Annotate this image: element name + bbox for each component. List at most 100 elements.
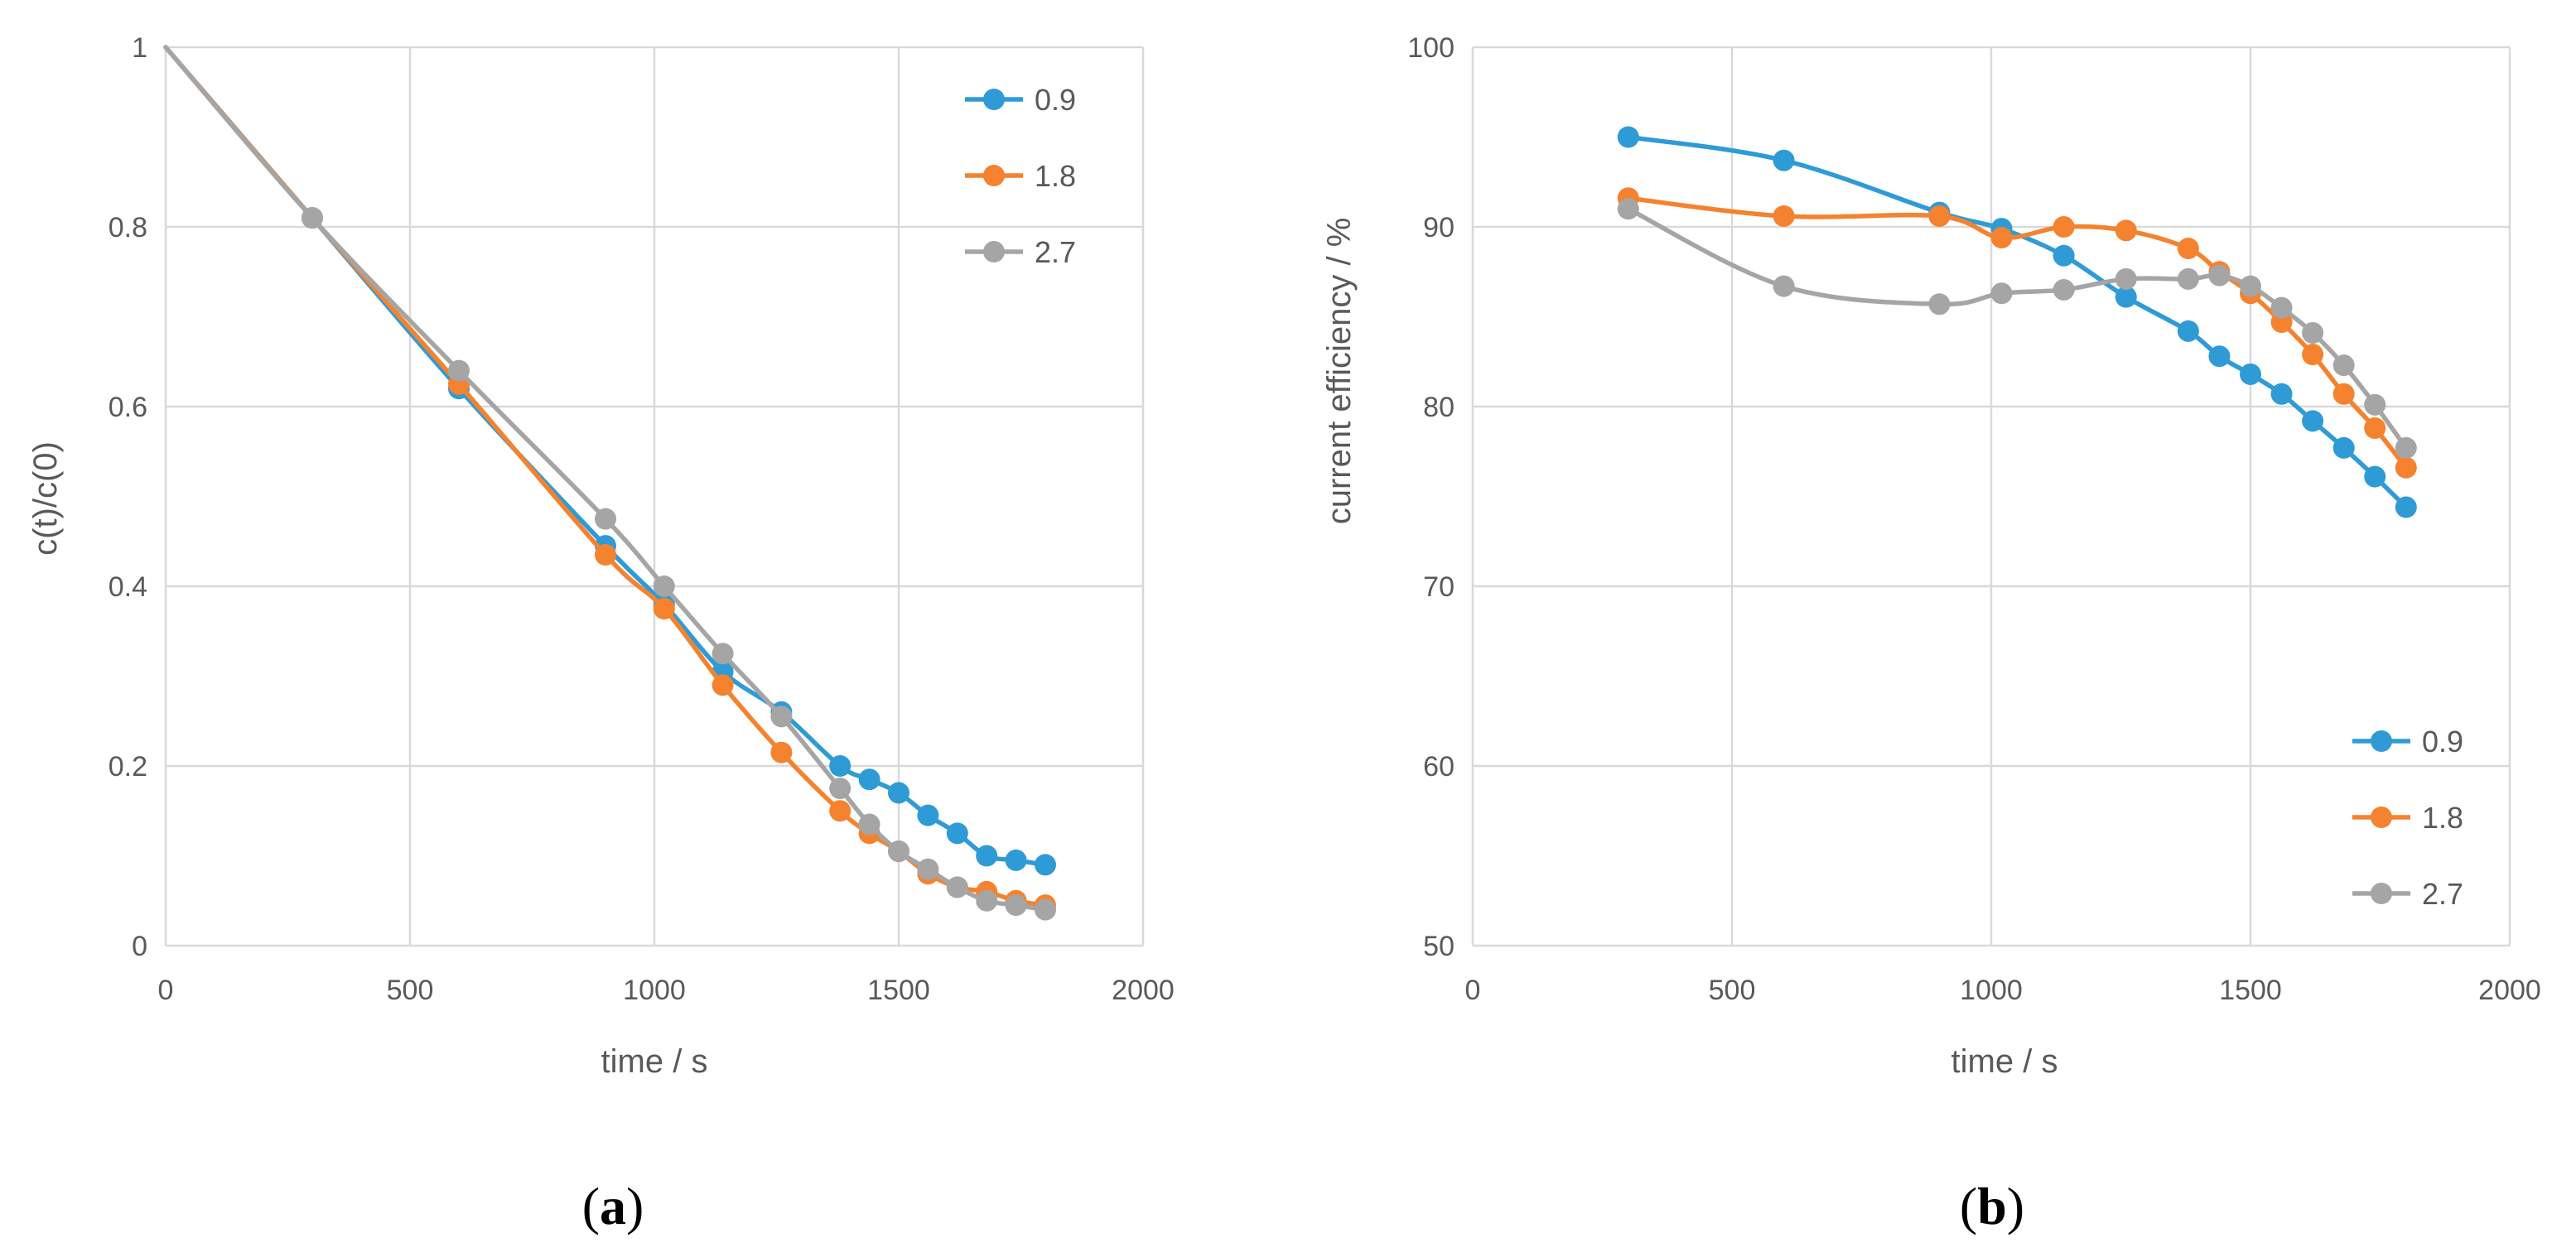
data-point [917, 858, 939, 880]
data-point [1990, 227, 2013, 249]
data-point [2332, 354, 2355, 377]
data-point [595, 508, 616, 530]
data-point [946, 822, 968, 845]
series-0.9 [163, 45, 1056, 876]
legend-swatch-marker [983, 165, 1005, 186]
y-axis-title: current efficiency / % [1321, 218, 1358, 525]
x-tick-label: 2000 [1112, 975, 1175, 1006]
legend-label: 2.7 [1035, 235, 1076, 269]
y-tick-label: 50 [1423, 931, 1454, 962]
series-2.7 [1617, 198, 2417, 459]
data-point [2115, 267, 2137, 290]
data-point [770, 705, 793, 728]
data-point [2332, 436, 2355, 459]
series-2.7 [163, 45, 1056, 921]
panel-caption-a: (a) [582, 1177, 644, 1235]
data-point [2177, 267, 2199, 290]
legend-label: 2.7 [2422, 877, 2463, 911]
data-point [1928, 293, 1951, 315]
data-point [829, 778, 851, 800]
legend-swatch-marker [983, 89, 1005, 110]
data-point [1773, 205, 1795, 227]
data-point [2053, 278, 2075, 301]
legend-entry-0.9: 0.9 [2352, 725, 2463, 758]
x-tick-label: 0 [158, 975, 174, 1006]
data-point [712, 643, 734, 665]
data-point [301, 207, 323, 229]
x-tick-label: 500 [1709, 975, 1756, 1006]
data-point [2208, 264, 2231, 287]
data-point [829, 800, 851, 822]
data-point [1005, 894, 1027, 917]
x-tick-label: 0 [1465, 975, 1481, 1006]
data-point [1005, 849, 1027, 871]
series-line [1626, 195, 2409, 470]
data-point [2332, 383, 2355, 405]
legend-label: 0.9 [1035, 83, 1076, 117]
gridlines [164, 46, 1145, 947]
data-point [2177, 238, 2199, 260]
y-tick-label: 0.4 [109, 571, 147, 603]
data-point [1617, 126, 1639, 148]
legend-entry-1.8: 1.8 [965, 159, 1076, 193]
data-point [2240, 363, 2261, 385]
legend-entry-2.7: 2.7 [965, 235, 1076, 269]
data-point [448, 359, 470, 382]
data-point [2364, 417, 2386, 440]
data-point [2270, 383, 2293, 405]
data-point [2302, 410, 2324, 432]
y-tick-label: 0.2 [109, 751, 147, 782]
caption-open-paren: ( [582, 1177, 600, 1235]
data-point [1773, 149, 1795, 171]
data-point [2364, 465, 2386, 488]
data-point [1617, 198, 1639, 220]
x-tick-label: 2000 [2478, 975, 2541, 1006]
data-point [1773, 275, 1795, 297]
data-point [858, 813, 880, 835]
legend-swatch-marker [983, 241, 1005, 262]
tick-labels: 0 500 1000 1500 2000 50 60 70 80 90 100 [1407, 32, 2541, 1006]
caption-letter: b [1977, 1177, 2007, 1235]
data-point [712, 674, 734, 696]
y-tick-label: 100 [1407, 32, 1454, 64]
legend: 0.9 1.8 2.7 [2352, 725, 2463, 911]
data-point [858, 768, 880, 791]
gridlines [1471, 46, 2511, 947]
caption-close-paren: ) [626, 1177, 644, 1235]
data-point [1035, 854, 1056, 876]
data-point [2177, 320, 2199, 342]
data-point [2302, 322, 2324, 344]
data-point [976, 889, 998, 912]
data-point [653, 575, 675, 597]
x-tick-label: 1000 [1960, 975, 2023, 1006]
y-tick-label: 90 [1423, 212, 1454, 243]
series-1.8 [1617, 187, 2417, 479]
series-line [163, 45, 1048, 868]
data-point [595, 544, 616, 566]
data-point [2270, 296, 2293, 319]
x-tick-label: 1000 [623, 975, 686, 1006]
data-point [2302, 344, 2324, 366]
y-tick-label: 70 [1423, 571, 1454, 603]
data-point [917, 804, 939, 826]
y-tick-label: 0.8 [109, 212, 147, 243]
y-tick-label: 0 [132, 931, 147, 962]
data-point [1928, 205, 1951, 227]
legend-entry-1.8: 1.8 [2352, 801, 2463, 835]
legend-swatch-marker [2371, 883, 2392, 904]
series-layer [163, 45, 1056, 921]
panel-caption-b: (b) [1960, 1177, 2024, 1235]
series-line [1626, 206, 2409, 450]
data-point [2208, 345, 2231, 368]
data-point [2395, 496, 2417, 518]
series-line [163, 45, 1048, 908]
x-tick-label: 1500 [2219, 975, 2282, 1006]
data-point [770, 741, 793, 763]
legend-label: 1.8 [1035, 159, 1076, 193]
y-tick-label: 60 [1423, 751, 1454, 782]
chart-panel-b: 0 500 1000 1500 2000 50 60 70 80 90 100 time / s c… [1321, 32, 2541, 1235]
data-point [2115, 286, 2137, 308]
x-axis-title: time / s [601, 1043, 708, 1080]
